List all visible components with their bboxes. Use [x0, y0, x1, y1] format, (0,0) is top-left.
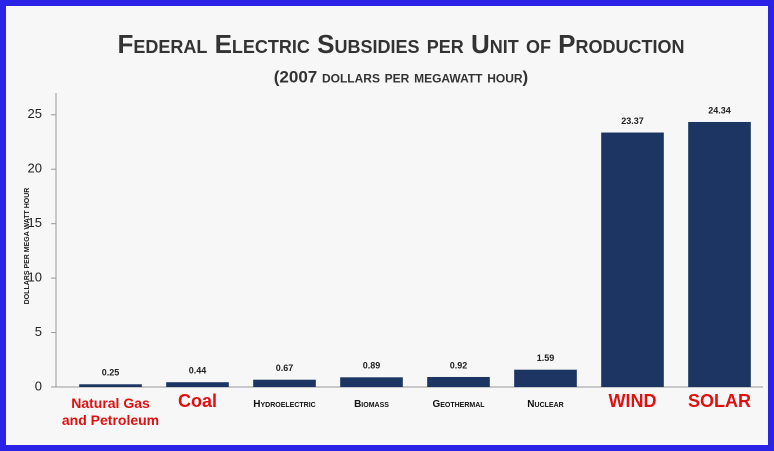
chart: Federal Electric Subsidies per Unit of P… [24, 29, 763, 393]
chart-subtitle: (2007 dollars per megawatt hour) [274, 67, 528, 86]
value-label: 0.67 [276, 363, 294, 373]
y-tick-label: 15 [28, 215, 42, 230]
value-label: 0.92 [450, 360, 468, 370]
y-tick-label: 25 [28, 106, 42, 121]
value-label: 0.44 [189, 366, 207, 376]
x-tick-label: WIND [608, 391, 657, 411]
bar [79, 384, 142, 387]
bar [166, 382, 229, 387]
bar [688, 121, 751, 387]
x-tick-label: Natural Gas and Petroleum [61, 395, 160, 428]
value-label: 1.59 [537, 353, 555, 363]
y-axis-label: Dollars per mega watt hour [24, 188, 31, 305]
bar [427, 376, 490, 387]
x-tick-label: SOLAR [688, 391, 751, 411]
chart-title: Federal Electric Subsidies per Unit of P… [117, 29, 684, 59]
value-label: 24.34 [708, 105, 731, 115]
x-tick-label: Coal [177, 391, 217, 411]
value-label: 0.25 [102, 368, 120, 378]
bar [253, 379, 316, 387]
y-tick-label: 10 [28, 270, 42, 285]
value-label: 0.89 [363, 361, 381, 371]
x-tick-label: Geothermal [432, 399, 485, 410]
y-tick-label: 0 [35, 378, 42, 393]
x-tick-label: Nuclear [527, 399, 564, 410]
x-tick-label: Biomass [354, 399, 389, 410]
bar [340, 377, 403, 387]
bar [601, 132, 664, 387]
value-label: 23.37 [621, 116, 644, 126]
bar [514, 369, 577, 387]
x-tick-label: Hydroelectric [253, 399, 316, 410]
y-tick-label: 5 [35, 324, 42, 339]
y-tick-label: 20 [28, 161, 42, 176]
